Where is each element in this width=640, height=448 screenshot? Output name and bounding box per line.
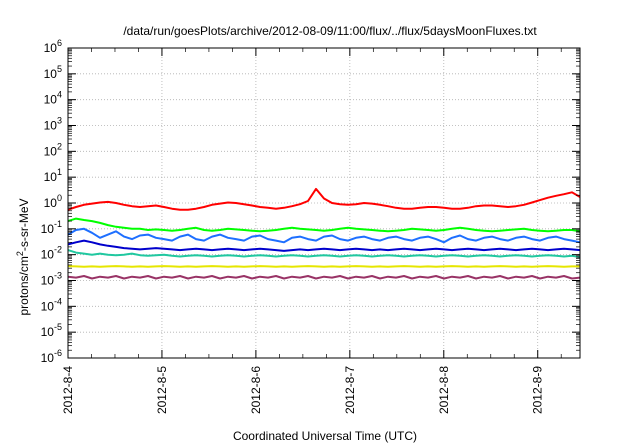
data-series: [67, 187, 581, 280]
x-axis: 2012-8-4 2012-8-5 2012-8-6 2012-8-7 2012-8-8…: [61, 48, 562, 414]
y-tick-label: 105: [44, 64, 62, 81]
y-tick-label: 10-2: [41, 245, 62, 262]
x-tick-label: 2012-8-6: [249, 366, 263, 414]
y-label-pre: protons/cm: [17, 256, 31, 315]
series-line-5: [67, 249, 581, 259]
y-tick-label: 106: [44, 38, 62, 55]
x-tick-label: 2012-8-8: [437, 366, 451, 414]
series-line-6: [67, 265, 580, 268]
y-axis: 10-6 10-5 10-4 10-3 10-2 10-1 100 101 102 103 104 1…: [41, 38, 580, 365]
y-tick-label: 10-3: [41, 271, 62, 288]
series-line-3: [67, 227, 581, 244]
y-label-post: -s-sr-MeV: [17, 198, 31, 251]
y-tick-label: 100: [44, 193, 62, 210]
chart-title: /data/run/goesPlots/archive/2012-08-09/1…: [123, 24, 537, 38]
series-line-2: [67, 217, 581, 233]
x-axis-label: Coordinated Universal Time (UTC): [233, 429, 417, 443]
y-tick-label: 102: [44, 141, 62, 158]
y-tick-label: 10-4: [41, 296, 62, 313]
x-tick-label: 2012-8-5: [155, 366, 169, 414]
series-line-4: [67, 239, 581, 252]
y-tick-label: 10-5: [41, 322, 62, 339]
x-tick-label: 2012-8-7: [343, 366, 357, 414]
y-label-sup: 2: [15, 251, 25, 256]
series-line-7: [67, 275, 581, 280]
y-tick-label: 101: [44, 167, 62, 184]
grid-lines: [68, 48, 580, 358]
x-tick-label: 2012-8-9: [531, 366, 545, 414]
x-tick-label: 2012-8-4: [61, 366, 75, 414]
y-axis-label: protons/cm2-s-sr-MeV: [15, 198, 31, 315]
y-tick-label: 10-6: [41, 348, 62, 365]
y-tick-label: 104: [44, 90, 62, 107]
series-line-1: [67, 187, 581, 211]
y-tick-label: 103: [44, 116, 62, 133]
y-tick-label: 10-1: [41, 219, 62, 236]
